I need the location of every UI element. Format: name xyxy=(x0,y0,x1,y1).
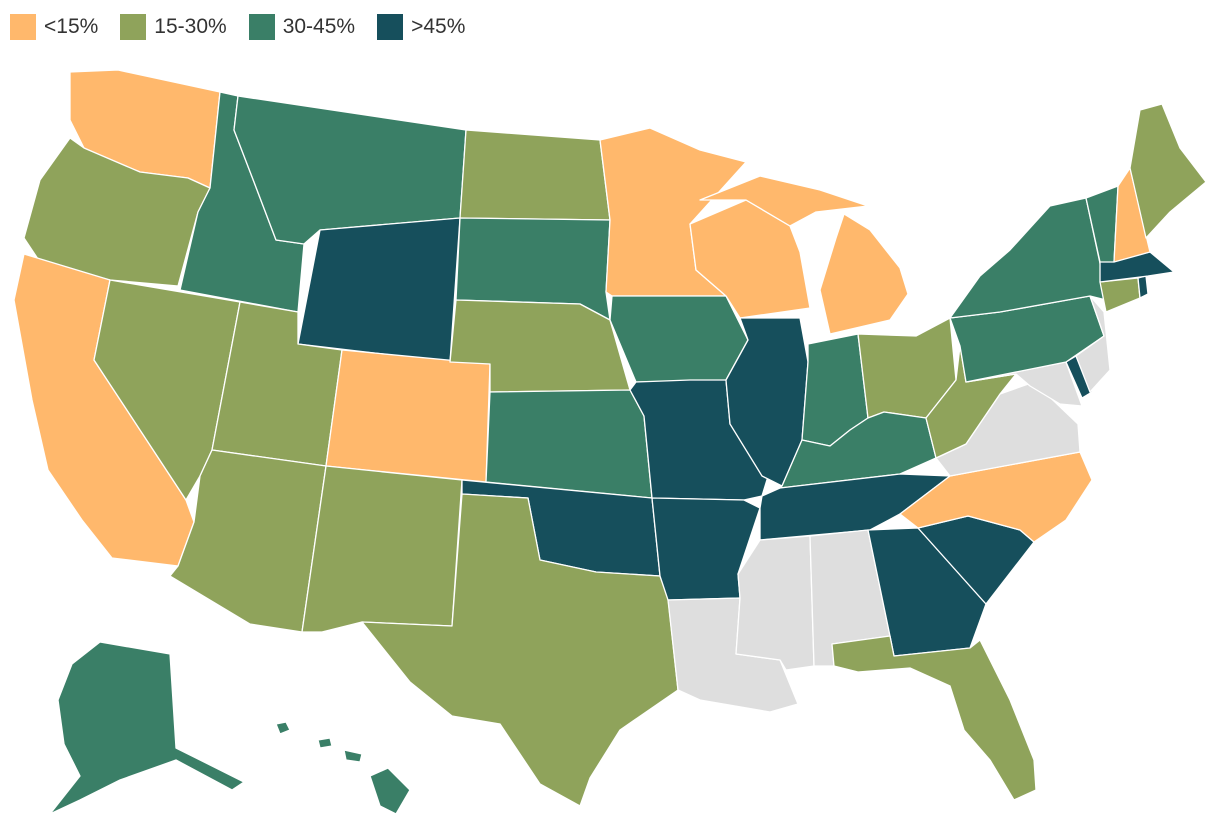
legend-item-30-45[interactable]: 30-45% xyxy=(248,14,356,40)
legend-label: <15% xyxy=(44,15,99,38)
state-CO[interactable] xyxy=(325,349,491,483)
legend-swatch xyxy=(377,14,404,40)
legend-item-under-15[interactable]: <15% xyxy=(10,14,98,40)
state-CT[interactable] xyxy=(1099,277,1141,313)
state-WY[interactable] xyxy=(297,217,461,363)
state-ME[interactable] xyxy=(1129,103,1207,239)
state-IA[interactable] xyxy=(609,295,749,383)
state-OR[interactable] xyxy=(23,137,211,287)
legend-label: 30-45% xyxy=(282,15,356,38)
state-MS[interactable] xyxy=(735,535,815,671)
state-IL[interactable] xyxy=(725,317,809,487)
state-FL[interactable] xyxy=(831,635,1037,801)
state-KS[interactable] xyxy=(485,389,653,499)
state-NH[interactable] xyxy=(1113,167,1151,263)
state-HI[interactable] xyxy=(275,721,411,815)
state-TX[interactable] xyxy=(361,493,679,807)
legend-swatch xyxy=(248,14,275,40)
legend-item-over-45[interactable]: >45% xyxy=(377,14,465,40)
legend-swatch xyxy=(120,14,147,40)
legend-label: 15-30% xyxy=(154,15,227,38)
state-MI[interactable] xyxy=(699,175,909,335)
legend-swatch xyxy=(10,14,36,40)
legend-item-15-30[interactable]: 15-30% xyxy=(120,14,227,40)
state-RI[interactable] xyxy=(1137,275,1149,299)
legend-label: >45% xyxy=(411,15,466,38)
state-ND[interactable] xyxy=(459,129,611,221)
state-NM[interactable] xyxy=(301,465,463,633)
state-NJ[interactable] xyxy=(1075,295,1111,393)
state-AK[interactable] xyxy=(49,641,245,815)
legend: <15% 15-30% 30-45% >45% xyxy=(10,14,487,40)
